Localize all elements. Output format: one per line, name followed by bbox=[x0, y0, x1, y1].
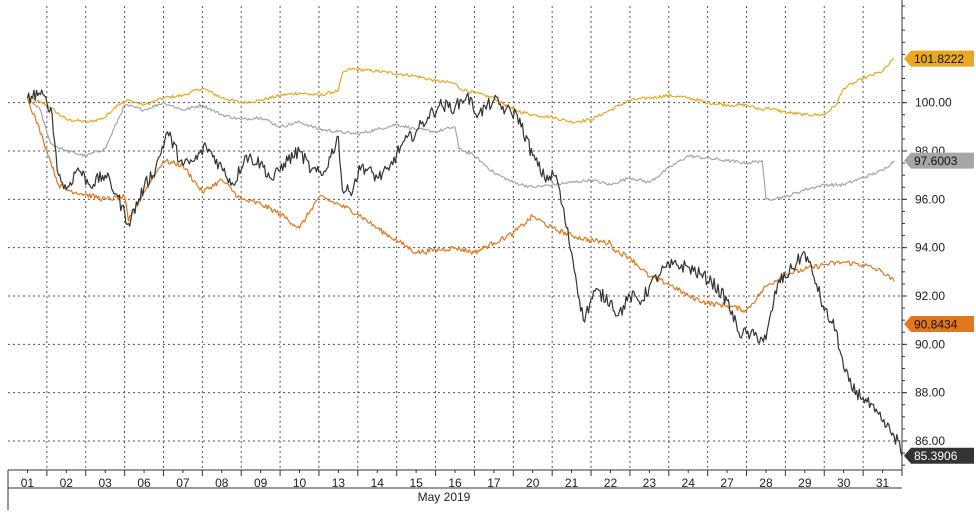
series-line bbox=[27, 99, 895, 201]
x-tick-label: 23 bbox=[643, 476, 657, 490]
x-axis-title: May 2019 bbox=[418, 490, 471, 504]
x-tick-label: 22 bbox=[604, 476, 618, 490]
x-tick-label: 01 bbox=[21, 476, 35, 490]
series-line bbox=[27, 58, 895, 124]
series-layer bbox=[26, 58, 903, 456]
x-tick-label: 30 bbox=[837, 476, 851, 490]
x-tick-label: 08 bbox=[215, 476, 229, 490]
last-value-label: 90.8434 bbox=[914, 317, 958, 331]
last-value-tag-shape bbox=[904, 315, 974, 332]
x-tick-label: 31 bbox=[876, 476, 890, 490]
x-tick-label: 10 bbox=[293, 476, 307, 490]
last-value-tag: 97.6003 bbox=[904, 152, 974, 169]
y-tick-label: 92.00 bbox=[915, 289, 945, 303]
last-value-label: 101.8222 bbox=[914, 52, 964, 66]
y-tick-label: 94.00 bbox=[915, 241, 945, 255]
label-layer: 01 02 03 06 07 08 09 10 13 14 15 16 17 20 21 22 23 24 27 28… bbox=[21, 50, 974, 490]
x-tick-label: 14 bbox=[371, 476, 385, 490]
y-tick-label: 100.00 bbox=[915, 96, 952, 110]
x-tick-label: 20 bbox=[526, 476, 540, 490]
y-tick-label: 96.00 bbox=[915, 192, 945, 206]
last-value-tag-shape bbox=[904, 152, 974, 169]
x-tick-label: 21 bbox=[565, 476, 579, 490]
x-tick-label: 13 bbox=[332, 476, 346, 490]
y-tick-label: 86.00 bbox=[915, 434, 945, 448]
frame-layer bbox=[7, 0, 907, 510]
x-tick-label: 07 bbox=[176, 476, 190, 490]
x-tick-label: 17 bbox=[487, 476, 501, 490]
x-tick-label: 28 bbox=[759, 476, 773, 490]
last-value-tag: 90.8434 bbox=[904, 315, 974, 332]
last-value-tag-shape bbox=[904, 447, 974, 464]
x-tick-label: 03 bbox=[98, 476, 112, 490]
last-value-tag: 101.8222 bbox=[904, 50, 974, 67]
x-tick-label: 29 bbox=[798, 476, 812, 490]
x-tick-label: 02 bbox=[60, 476, 74, 490]
x-tick-label: 15 bbox=[409, 476, 423, 490]
series-line bbox=[26, 97, 895, 313]
last-value-label: 97.6003 bbox=[914, 154, 958, 168]
y-tick-label: 88.00 bbox=[915, 386, 945, 400]
series-line bbox=[26, 89, 903, 456]
x-tick-label: 09 bbox=[254, 476, 268, 490]
x-tick-label: 16 bbox=[448, 476, 462, 490]
x-tick-label: 24 bbox=[682, 476, 696, 490]
y-tick-label: 90.00 bbox=[915, 337, 945, 351]
last-value-label: 85.3906 bbox=[914, 449, 958, 463]
last-value-tag: 85.3906 bbox=[904, 447, 974, 464]
grid-layer bbox=[8, 6, 902, 470]
x-tick-label: 27 bbox=[720, 476, 734, 490]
x-tick-label: 06 bbox=[137, 476, 151, 490]
last-value-tag-shape bbox=[904, 50, 974, 67]
